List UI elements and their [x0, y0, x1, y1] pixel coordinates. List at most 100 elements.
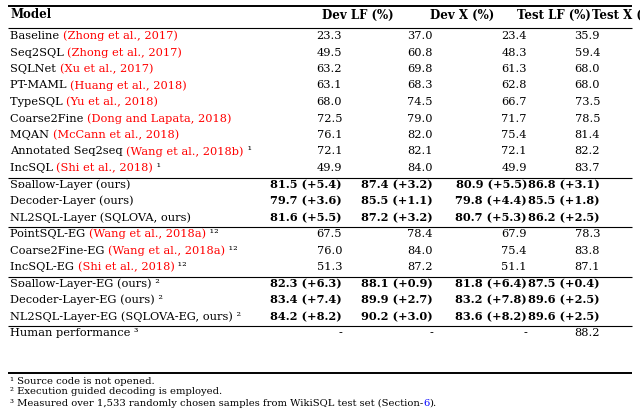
Text: 68.0: 68.0 [575, 81, 600, 90]
Text: 23.3: 23.3 [317, 31, 342, 41]
Text: 76.1: 76.1 [317, 130, 342, 140]
Text: (Xu et al., 2017): (Xu et al., 2017) [60, 64, 153, 74]
Text: Sʚallow-Layer-EG (ours) ²: Sʚallow-Layer-EG (ours) ² [10, 278, 160, 289]
Text: 68.0: 68.0 [575, 64, 600, 74]
Text: -: - [338, 328, 342, 338]
Text: 72.1: 72.1 [317, 147, 342, 157]
Text: 75.4: 75.4 [502, 245, 527, 256]
Text: 75.4: 75.4 [502, 130, 527, 140]
Text: Seq2SQL: Seq2SQL [10, 47, 67, 57]
Text: 73.5: 73.5 [575, 97, 600, 107]
Text: Test LF (%): Test LF (%) [517, 9, 591, 21]
Text: 88.2: 88.2 [575, 328, 600, 338]
Text: 51.1: 51.1 [502, 262, 527, 272]
Text: 87.2 (+3.2): 87.2 (+3.2) [361, 212, 433, 223]
Text: 81.4: 81.4 [575, 130, 600, 140]
Text: 86.2 (+2.5): 86.2 (+2.5) [529, 212, 600, 223]
Text: 67.5: 67.5 [317, 229, 342, 239]
Text: Sʚallow-Layer (ours): Sʚallow-Layer (ours) [10, 179, 131, 190]
Text: 76.0: 76.0 [317, 245, 342, 256]
Text: 49.9: 49.9 [317, 163, 342, 173]
Text: Dev LF (%): Dev LF (%) [322, 9, 394, 21]
Text: 83.4 (+7.4): 83.4 (+7.4) [270, 294, 342, 306]
Text: 72.5: 72.5 [317, 114, 342, 123]
Text: (Yu et al., 2018): (Yu et al., 2018) [67, 97, 158, 107]
Text: Test X (%): Test X (%) [592, 9, 640, 21]
Text: 89.6 (+2.5): 89.6 (+2.5) [529, 311, 600, 322]
Text: MQAN: MQAN [10, 130, 52, 140]
Text: 62.8: 62.8 [502, 81, 527, 90]
Text: 84.0: 84.0 [408, 245, 433, 256]
Text: 74.5: 74.5 [408, 97, 433, 107]
Text: 82.1: 82.1 [408, 147, 433, 157]
Text: ¹: ¹ [154, 163, 161, 173]
Text: 35.9: 35.9 [575, 31, 600, 41]
Text: 87.1: 87.1 [575, 262, 600, 272]
Text: (Dong and Lapata, 2018): (Dong and Lapata, 2018) [87, 113, 232, 124]
Text: 63.2: 63.2 [317, 64, 342, 74]
Text: ¹: ¹ [244, 147, 252, 157]
Text: 67.9: 67.9 [502, 229, 527, 239]
Text: 66.7: 66.7 [502, 97, 527, 107]
Text: 83.8: 83.8 [575, 245, 600, 256]
Text: 63.1: 63.1 [317, 81, 342, 90]
Text: PT-MAML: PT-MAML [10, 81, 70, 90]
Text: 81.6 (+5.5): 81.6 (+5.5) [270, 212, 342, 223]
Text: 84.2 (+8.2): 84.2 (+8.2) [270, 311, 342, 322]
Text: 49.5: 49.5 [317, 47, 342, 57]
Text: -: - [429, 328, 433, 338]
Text: ).: ). [429, 399, 436, 408]
Text: IncSQL: IncSQL [10, 163, 56, 173]
Text: 81.8 (+6.4): 81.8 (+6.4) [455, 278, 527, 289]
Text: 89.6 (+2.5): 89.6 (+2.5) [529, 294, 600, 306]
Text: 80.9 (+5.5): 80.9 (+5.5) [456, 179, 527, 190]
Text: -: - [523, 328, 527, 338]
Text: Dev X (%): Dev X (%) [430, 9, 494, 21]
Text: 83.6 (+8.2): 83.6 (+8.2) [455, 311, 527, 322]
Text: 82.0: 82.0 [408, 130, 433, 140]
Text: 72.1: 72.1 [502, 147, 527, 157]
Text: 84.0: 84.0 [408, 163, 433, 173]
Text: 49.9: 49.9 [502, 163, 527, 173]
Text: ³ Measured over 1,533 randomly chosen samples from WikiSQL test set (Section-: ³ Measured over 1,533 randomly chosen sa… [10, 399, 423, 408]
Text: PointSQL-EG: PointSQL-EG [10, 229, 89, 239]
Text: Decoder-Layer-EG (ours) ²: Decoder-Layer-EG (ours) ² [10, 295, 163, 305]
Text: 82.2: 82.2 [575, 147, 600, 157]
Text: NL2SQL-Layer (SQLOVA, ours): NL2SQL-Layer (SQLOVA, ours) [10, 212, 191, 223]
Text: NL2SQL-Layer-EG (SQLOVA-EG, ours) ²: NL2SQL-Layer-EG (SQLOVA-EG, ours) ² [10, 311, 241, 322]
Text: 60.8: 60.8 [408, 47, 433, 57]
Text: 87.5 (+0.4): 87.5 (+0.4) [529, 278, 600, 289]
Text: 79.7 (+3.6): 79.7 (+3.6) [270, 195, 342, 206]
Text: ¹ Source code is not opened.: ¹ Source code is not opened. [10, 377, 155, 385]
Text: 69.8: 69.8 [408, 64, 433, 74]
Text: ¹²: ¹² [225, 245, 238, 256]
Text: 87.2: 87.2 [408, 262, 433, 272]
Text: TypeSQL: TypeSQL [10, 97, 67, 107]
Text: (Wang et al., 2018a): (Wang et al., 2018a) [108, 245, 225, 256]
Text: 80.7 (+5.3): 80.7 (+5.3) [456, 212, 527, 223]
Text: 83.7: 83.7 [575, 163, 600, 173]
Text: Model: Model [10, 9, 51, 21]
Text: Coarse2Fine: Coarse2Fine [10, 114, 87, 123]
Text: (Huang et al., 2018): (Huang et al., 2018) [70, 80, 187, 91]
Text: 37.0: 37.0 [408, 31, 433, 41]
Text: 89.9 (+2.7): 89.9 (+2.7) [361, 294, 433, 306]
Text: Coarse2Fine-EG: Coarse2Fine-EG [10, 245, 108, 256]
Text: 68.3: 68.3 [408, 81, 433, 90]
Text: (Zhong et al., 2017): (Zhong et al., 2017) [67, 47, 182, 58]
Text: (Shi et al., 2018): (Shi et al., 2018) [77, 262, 175, 272]
Text: Annotated Seq2seq: Annotated Seq2seq [10, 147, 126, 157]
Text: 87.4 (+3.2): 87.4 (+3.2) [361, 179, 433, 190]
Text: ¹²: ¹² [206, 229, 219, 239]
Text: 79.0: 79.0 [408, 114, 433, 123]
Text: 90.2 (+3.0): 90.2 (+3.0) [361, 311, 433, 322]
Text: 81.5 (+5.4): 81.5 (+5.4) [270, 179, 342, 190]
Text: SQLNet: SQLNet [10, 64, 60, 74]
Text: 86.8 (+3.1): 86.8 (+3.1) [528, 179, 600, 190]
Text: (Wang et al., 2018a): (Wang et al., 2018a) [89, 229, 206, 239]
Text: 51.3: 51.3 [317, 262, 342, 272]
Text: IncSQL-EG: IncSQL-EG [10, 262, 77, 272]
Text: 48.3: 48.3 [502, 47, 527, 57]
Text: 78.4: 78.4 [408, 229, 433, 239]
Text: 78.3: 78.3 [575, 229, 600, 239]
